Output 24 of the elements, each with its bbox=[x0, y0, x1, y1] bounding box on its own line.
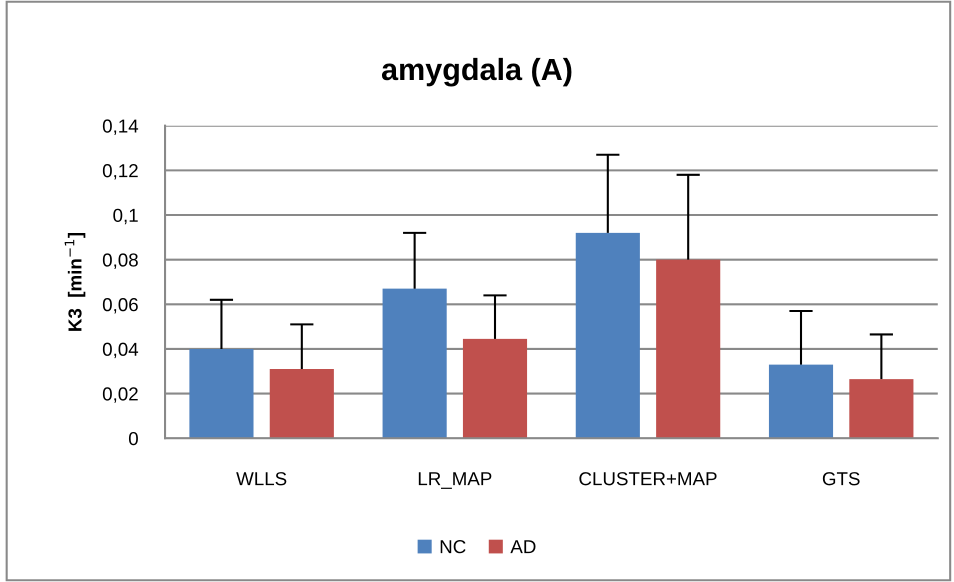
x-tick-label: CLUSTER+MAP bbox=[579, 472, 717, 486]
y-tick-label: 0,1 bbox=[113, 208, 138, 224]
y-tick-label: 0,04 bbox=[102, 342, 138, 358]
y-tick-label: 0,02 bbox=[102, 387, 138, 403]
chart-title: amygdala (A) bbox=[382, 58, 572, 86]
y-axis-title: K3 [min$^{−1}$] bbox=[64, 232, 86, 331]
y-tick-label: 0,08 bbox=[102, 253, 138, 269]
x-tick-label: LR_MAP bbox=[418, 472, 492, 489]
bar bbox=[849, 379, 914, 438]
legend-label: NC bbox=[440, 540, 466, 554]
y-tick-label: 0,12 bbox=[102, 164, 138, 180]
x-tick-label: WLLS bbox=[236, 472, 286, 486]
bar bbox=[189, 348, 254, 438]
bar bbox=[382, 288, 447, 438]
legend-label: AD bbox=[510, 540, 536, 554]
bar bbox=[768, 364, 834, 438]
y-tick-label: 0 bbox=[128, 432, 138, 446]
bar bbox=[270, 369, 334, 438]
y-tick-label: 0,06 bbox=[102, 298, 138, 314]
bar bbox=[656, 260, 720, 438]
bar bbox=[462, 338, 528, 438]
x-tick-label: GTS bbox=[822, 472, 860, 486]
bar bbox=[576, 232, 640, 438]
y-tick-label: 0,14 bbox=[102, 119, 138, 135]
